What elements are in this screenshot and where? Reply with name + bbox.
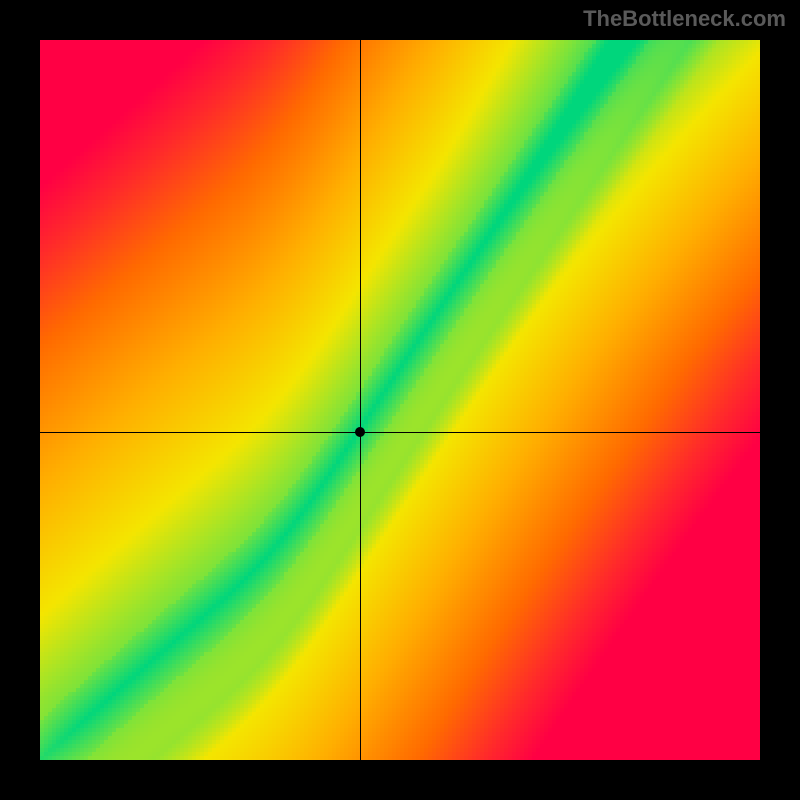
heatmap-canvas bbox=[40, 40, 760, 760]
watermark-text: TheBottleneck.com bbox=[583, 6, 786, 32]
crosshair-horizontal bbox=[40, 432, 760, 433]
crosshair-vertical bbox=[360, 40, 361, 760]
chart-container: TheBottleneck.com bbox=[0, 0, 800, 800]
crosshair-marker bbox=[355, 427, 365, 437]
plot-area bbox=[40, 40, 760, 760]
